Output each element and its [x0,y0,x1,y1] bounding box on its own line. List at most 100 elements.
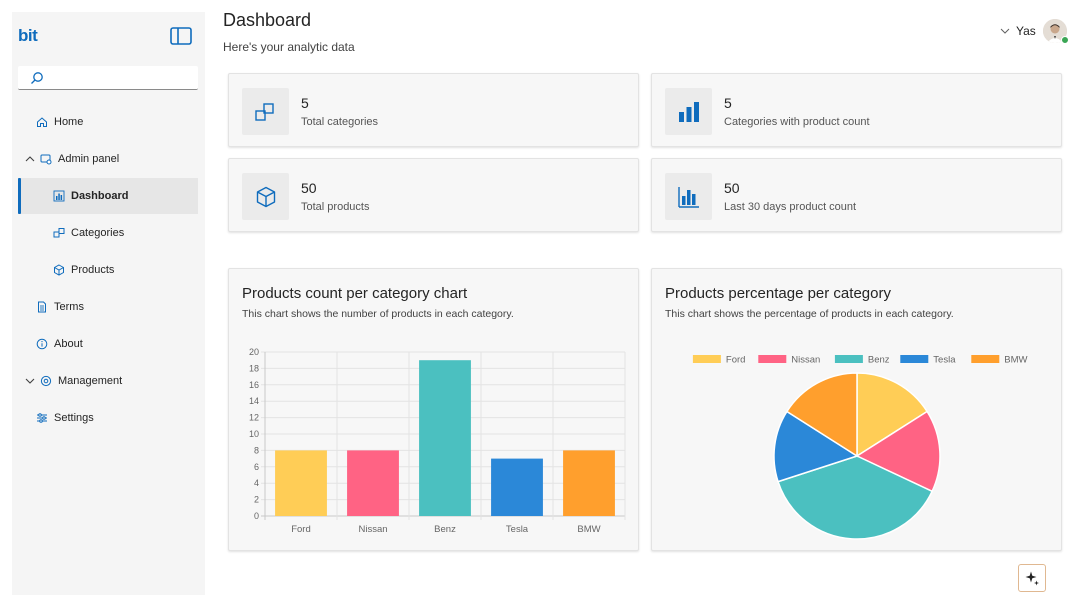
search-icon [31,72,43,84]
legend-swatch-benz[interactable] [834,355,863,363]
legend-label[interactable]: Nissan [791,355,820,366]
x-tick-label: Nissan [358,524,387,535]
stat-value: 50 [301,180,317,196]
pie-slice-benz[interactable] [777,455,934,540]
sidebar-item-label: Dashboard [71,190,129,202]
page-subtitle: Here's your analytic data [223,40,355,54]
sidebar-item-management[interactable]: Management [18,363,198,399]
sidebar-item-terms[interactable]: Terms [18,289,198,325]
product-box-icon [256,186,275,207]
x-tick-label: Tesla [506,524,529,535]
product-box-icon [54,264,64,276]
y-tick-label: 2 [254,495,259,505]
sidebar-item-label: Terms [54,301,84,313]
stat-card-categories-with-product-count: 5 Categories with product count [651,73,1062,147]
page-title: Dashboard [223,10,312,30]
y-tick-label: 8 [254,445,259,455]
x-tick-label: BMW [577,524,600,535]
stat-label: Categories with product count [724,116,870,128]
stat-card-total-categories: 5 Total categories [228,73,639,147]
stat-icon-box [242,173,289,220]
stat-value: 5 [301,95,309,111]
pie-slice-ford[interactable] [856,372,929,458]
search-input[interactable] [48,68,193,88]
stat-card-last-30-days: 50 Last 30 days product count [651,158,1062,232]
stat-value: 5 [724,95,732,111]
sidebar-item-label: Categories [71,227,125,239]
bar-chart-bordered-icon [677,186,699,208]
chevron-down-icon[interactable] [1000,26,1010,36]
avatar[interactable] [1042,19,1069,44]
sidebar-item-label: Management [58,375,123,387]
settings-sliders-icon [37,413,47,423]
sidebar-item-settings[interactable]: Settings [18,400,198,436]
chart-subtitle: This chart shows the number of products … [242,308,514,320]
y-tick-label: 20 [249,347,259,357]
stat-label: Total products [301,201,370,213]
bar-chart-card: Products count per category chart This c… [228,268,639,551]
sidebar-item-label: Admin panel [58,153,120,165]
sidebar-item-label: Settings [54,412,94,424]
bar-benz[interactable] [419,360,471,516]
legend-label[interactable]: Ford [726,355,746,366]
y-tick-label: 10 [249,429,259,439]
legend-swatch-nissan[interactable] [758,355,787,363]
y-tick-label: 6 [254,462,259,472]
stat-value: 50 [724,180,740,196]
bar-chart: 0 2 4 6 8 10 12 14 16 18 20 Ford Nissan Benz Tesla BMW [249,347,626,535]
bar-ford[interactable] [275,450,327,516]
search-box[interactable] [18,66,198,90]
chart-subtitle: This chart shows the percentage of produ… [665,308,954,320]
y-tick-label: 4 [254,478,259,488]
pie-chart-card: Products percentage per category This ch… [651,268,1062,551]
bar-nissan[interactable] [347,450,399,516]
admin-panel-icon [40,154,52,165]
user-name[interactable]: Yas [1016,24,1036,38]
categories-icon [53,228,65,238]
chevron-down-icon[interactable] [24,375,36,387]
legend-label[interactable]: Tesla [933,355,956,366]
y-tick-label: 14 [249,396,259,406]
sidebar-item-products[interactable]: Products [18,252,198,288]
home-icon [37,117,47,127]
sidebar-item-label: Products [71,264,115,276]
stat-icon-box [665,173,712,220]
ai-assistant-button[interactable] [1018,564,1046,592]
legend-swatch-ford[interactable] [692,355,721,363]
pie-slice-bmw[interactable] [785,372,858,458]
sidebar-item-dashboard[interactable]: Dashboard [18,178,198,214]
legend-label[interactable]: BMW [1004,355,1027,366]
y-tick-label: 0 [254,511,259,521]
sidebar-item-home[interactable]: Home [18,104,198,140]
presence-badge [1060,36,1069,44]
sidebar-item-label: Home [54,116,84,128]
bar-chart-icon [678,101,699,122]
document-icon [38,301,46,313]
chart-title: Products count per category chart [242,285,468,302]
user-menu[interactable]: Yas [1000,18,1069,44]
stat-icon-box [242,88,289,135]
y-tick-label: 16 [249,380,259,390]
sidebar-toggle-icon[interactable] [170,27,192,45]
bar-tesla[interactable] [491,458,543,516]
x-tick-label: Ford [291,524,311,535]
chevron-up-icon[interactable] [24,153,36,165]
pie-slice-tesla[interactable] [773,410,859,483]
bar-bmw[interactable] [563,450,615,516]
x-tick-label: Benz [434,524,456,535]
sidebar-item-about[interactable]: About [18,326,198,362]
stat-icon-box [665,88,712,135]
pie-slice-nissan[interactable] [855,410,941,493]
sidebar-item-admin-panel[interactable]: Admin panel [18,141,198,177]
stat-label: Total categories [301,116,379,128]
legend-swatch-bmw[interactable] [971,355,1000,363]
legend-swatch-tesla[interactable] [900,355,929,363]
sidebar-item-categories[interactable]: Categories [18,215,198,251]
app-logo[interactable]: bit [18,26,38,45]
y-tick-label: 18 [249,363,259,373]
info-icon [36,338,48,350]
sparkle-icon [1025,571,1039,586]
legend-label[interactable]: Benz [868,355,890,366]
pie-chart: Ford Nissan Benz Tesla BMW [692,355,1028,540]
management-icon [40,375,52,387]
